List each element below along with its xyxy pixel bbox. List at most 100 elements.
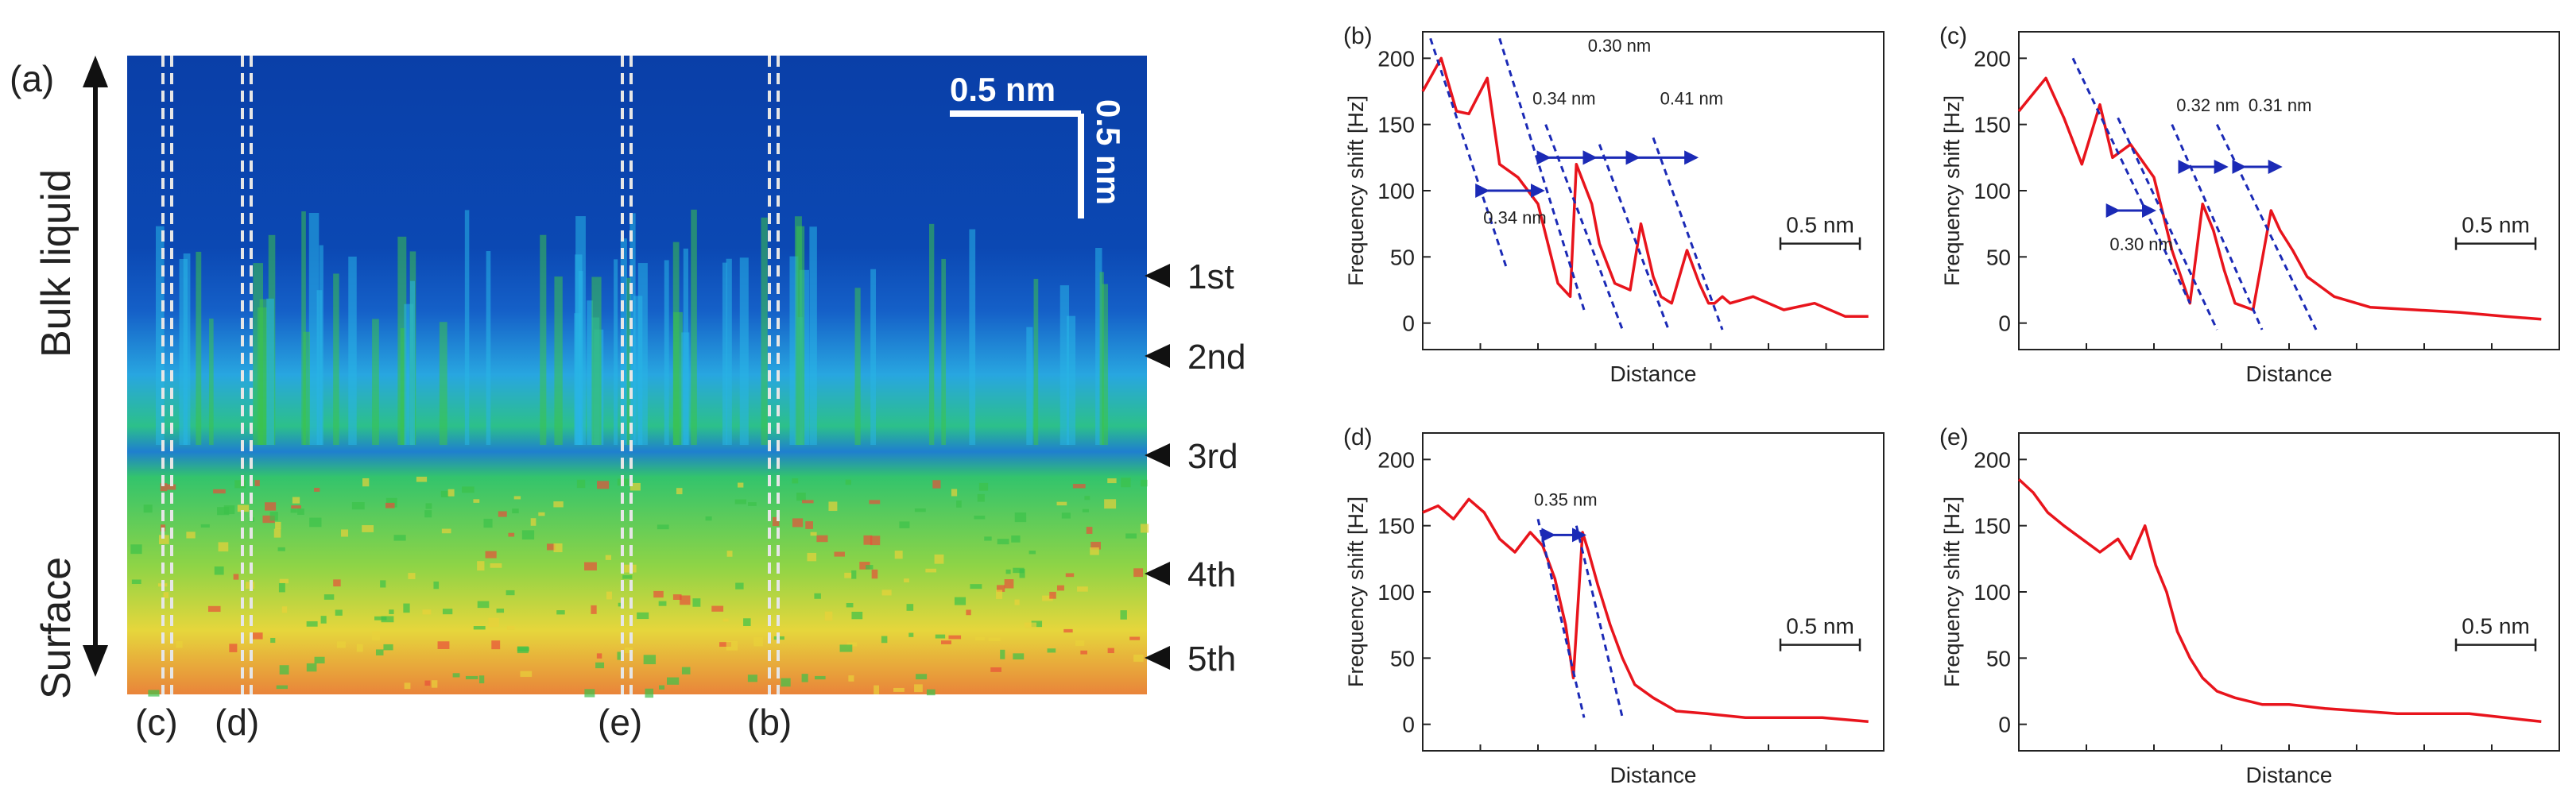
heatmap-speckle bbox=[904, 578, 909, 583]
heatmap-speckle bbox=[553, 543, 563, 553]
heatmap-streak bbox=[404, 303, 414, 445]
guide-line bbox=[1498, 37, 1586, 311]
heatmap-speckle bbox=[485, 551, 497, 559]
heatmap-streak bbox=[316, 290, 323, 445]
heatmap-speckle bbox=[473, 626, 486, 630]
heatmap-speckle bbox=[297, 508, 304, 515]
plot-frame bbox=[1422, 432, 1885, 752]
heatmap-streak bbox=[266, 298, 274, 445]
heatmap-speckle bbox=[372, 632, 381, 640]
heatmap-speckle bbox=[977, 493, 985, 502]
heatmap-speckle bbox=[845, 479, 851, 485]
heatmap-streak bbox=[1095, 247, 1102, 445]
heatmap-streak bbox=[969, 229, 976, 445]
heatmap-speckle bbox=[186, 532, 196, 539]
spacing-label: 0.30 nm bbox=[1588, 36, 1652, 56]
heatmap-speckle bbox=[269, 512, 278, 521]
heatmap-speckle bbox=[734, 499, 746, 505]
heatmap-streak bbox=[929, 223, 935, 445]
heatmap-speckle bbox=[341, 529, 349, 537]
heatmap-streak bbox=[637, 263, 648, 445]
heatmap-streak bbox=[1099, 272, 1104, 445]
heatmap-speckle bbox=[796, 493, 806, 501]
heatmap-speckle bbox=[596, 653, 602, 659]
heatmap-speckle bbox=[1072, 484, 1086, 489]
heatmap-speckle bbox=[974, 516, 986, 520]
heatmap-speckle bbox=[200, 524, 210, 528]
guide-line bbox=[2117, 117, 2218, 331]
heatmap-speckle bbox=[1031, 620, 1043, 628]
heatmap-streak bbox=[629, 213, 636, 445]
heatmap-speckle bbox=[276, 685, 288, 690]
plot-scale-bar-label: 0.5 nm bbox=[1786, 614, 1854, 639]
plot-panel-label: (d) bbox=[1343, 424, 1373, 450]
cut-label-b: (b) bbox=[747, 702, 792, 743]
y-axis-label: Frequency shift [Hz] bbox=[1940, 95, 1964, 286]
heatmap-speckle bbox=[336, 641, 346, 648]
heatmap-streak bbox=[259, 299, 269, 445]
heatmap-streak bbox=[626, 277, 631, 445]
heatmap-speckle bbox=[323, 594, 335, 600]
heatmap-speckle bbox=[320, 616, 327, 624]
spacing-label: 0.32 nm bbox=[2176, 95, 2240, 115]
guide-line bbox=[2215, 124, 2318, 331]
plot-panel: (c) 0 50 100 150 200 Distance Frequency shift [… bbox=[1939, 23, 2560, 386]
guide-line bbox=[1536, 518, 1586, 718]
y-axis-label: Frequency shift [Hz] bbox=[1344, 497, 1368, 687]
heatmap-speckle bbox=[218, 542, 229, 552]
heatmap-speckle bbox=[483, 518, 493, 528]
heatmap-streak bbox=[155, 226, 165, 445]
heatmap-speckle bbox=[207, 605, 221, 613]
heatmap-speckle bbox=[1011, 535, 1021, 543]
heatmap-speckle bbox=[1120, 610, 1127, 620]
heatmap-speckle bbox=[1000, 649, 1005, 659]
heatmap-speckle bbox=[978, 482, 989, 491]
plot-scale-bar-label: 0.5 nm bbox=[1786, 213, 1854, 238]
guide-line bbox=[1429, 37, 1509, 271]
panel-a: (a) Bulk liquid Surface (c) (d) (e) (b) … bbox=[10, 56, 1245, 743]
y-tick-label: 50 bbox=[1986, 245, 2011, 269]
heatmap-speckle bbox=[1090, 541, 1101, 550]
heatmap-speckle bbox=[801, 674, 808, 682]
heatmap-speckle bbox=[870, 535, 881, 546]
heatmap-speckle bbox=[894, 551, 903, 559]
y-tick-label: 150 bbox=[1974, 113, 2011, 137]
heatmap-speckle bbox=[948, 635, 962, 640]
heatmap-speckle bbox=[356, 644, 363, 652]
heatmap-speckle bbox=[810, 532, 817, 536]
heatmap-speckle bbox=[333, 579, 341, 587]
cut-label-c: (c) bbox=[135, 702, 178, 743]
x-axis-label: Distance bbox=[1610, 361, 1697, 386]
heatmap-speckle bbox=[925, 568, 937, 573]
heatmap-speckle bbox=[229, 644, 238, 652]
heatmap-speckle bbox=[970, 584, 982, 590]
plot-panel: (e) 0 50 100 150 200 Distance Frequency shift [… bbox=[1939, 424, 2560, 787]
heatmap-speckle bbox=[273, 528, 281, 538]
heatmap-speckle bbox=[622, 574, 633, 579]
heatmap-speckle bbox=[781, 678, 791, 687]
heatmap-speckle bbox=[658, 601, 667, 606]
heatmap-speckle bbox=[1056, 585, 1064, 591]
heatmap-speckle bbox=[584, 562, 597, 571]
cut-lines bbox=[161, 56, 780, 694]
heatmap-speckle bbox=[984, 536, 992, 541]
heatmap-speckle bbox=[425, 503, 432, 509]
heatmap-streak bbox=[183, 253, 191, 445]
heatmap-speckle bbox=[881, 636, 888, 644]
heatmap-speckle bbox=[214, 566, 224, 575]
scale-bar-h-label: 0.5 nm bbox=[950, 71, 1056, 108]
heatmap-speckle bbox=[1014, 512, 1027, 523]
heatmap-speckle bbox=[233, 574, 239, 580]
heatmap-streak bbox=[941, 258, 947, 445]
y-tick-label: 50 bbox=[1390, 646, 1415, 671]
heatmap-streak bbox=[726, 258, 732, 445]
plot-scale-bar-label: 0.5 nm bbox=[2462, 614, 2530, 639]
cut-label-e: (e) bbox=[598, 702, 642, 743]
heatmap-speckle bbox=[291, 505, 301, 509]
heatmap-speckle bbox=[926, 689, 935, 696]
heatmap-speckle bbox=[595, 662, 605, 669]
heatmap-speckle bbox=[530, 518, 537, 526]
plot-panel: (d) 0 50 100 150 200 Distance Frequency shift [… bbox=[1343, 424, 1885, 787]
heatmap-speckle bbox=[848, 675, 854, 682]
heatmap-speckle bbox=[265, 502, 277, 511]
